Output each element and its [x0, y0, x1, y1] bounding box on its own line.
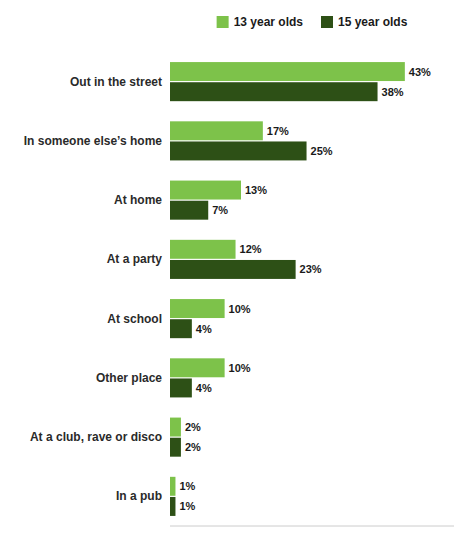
bar	[170, 497, 175, 516]
bar	[170, 121, 263, 140]
data-label: 43%	[409, 66, 431, 78]
data-label: 10%	[229, 303, 251, 315]
bar	[170, 418, 181, 437]
data-label: 2%	[185, 421, 201, 433]
data-label: 12%	[240, 243, 262, 255]
y-tick-labels: Out in the street In someone else’s home A…	[24, 75, 163, 504]
data-label: 17%	[267, 125, 289, 137]
data-label: 7%	[212, 204, 228, 216]
category-label: At school	[107, 312, 162, 326]
x-axis-line	[170, 526, 454, 527]
data-labels: 43% 17% 13% 12% 10% 10% 2% 1% 38% 25% 7% 23% 4% 4% 2% 1…	[179, 66, 431, 513]
legend-swatch	[321, 16, 333, 28]
bar	[170, 378, 192, 397]
legend-swatch	[217, 16, 229, 28]
data-label: 4%	[196, 323, 212, 335]
legend: 13 year olds 15 year olds	[217, 15, 408, 29]
data-label: 23%	[300, 263, 322, 275]
bar	[170, 358, 225, 377]
bar	[170, 240, 236, 259]
category-label: Out in the street	[70, 75, 162, 89]
bar	[170, 477, 175, 496]
bar	[170, 299, 225, 318]
legend-item: 13 year olds	[217, 15, 304, 29]
bar	[170, 62, 405, 81]
data-label: 25%	[311, 145, 333, 157]
data-label: 10%	[229, 362, 251, 374]
legend-item: 15 year olds	[321, 15, 408, 29]
category-label: Other place	[96, 371, 162, 385]
legend-label: 15 year olds	[338, 15, 408, 29]
legend-label: 13 year olds	[234, 15, 304, 29]
bar	[170, 201, 208, 220]
data-label: 1%	[179, 480, 195, 492]
bars	[170, 62, 405, 516]
bar	[170, 438, 181, 457]
category-label: At a party	[107, 252, 163, 266]
category-label: In someone else’s home	[24, 134, 163, 148]
category-label: At a club, rave or disco	[30, 430, 162, 444]
category-label: At home	[114, 193, 162, 207]
bar	[170, 181, 241, 200]
data-label: 4%	[196, 382, 212, 394]
data-label: 1%	[179, 500, 195, 512]
bar	[170, 319, 192, 338]
chart: 43% 17% 13% 12% 10% 10% 2% 1% 38% 25% 7% 23% 4% 4% 2% 1…	[0, 0, 474, 546]
data-label: 13%	[245, 184, 267, 196]
bar	[170, 260, 296, 279]
bar	[170, 141, 307, 160]
data-label: 38%	[382, 86, 404, 98]
data-label: 2%	[185, 441, 201, 453]
category-label: In a pub	[116, 489, 162, 503]
bar	[170, 82, 378, 101]
